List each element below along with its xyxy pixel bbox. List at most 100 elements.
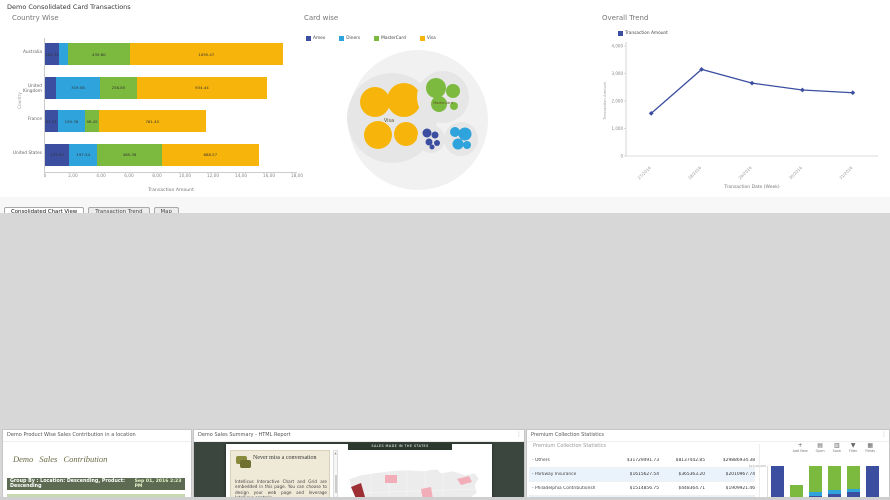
stacked-bar[interactable]	[828, 466, 841, 500]
legend-item-visa[interactable]: Visa	[419, 36, 436, 41]
data-point[interactable]	[800, 87, 805, 93]
bar-segment-amex: 173.92	[45, 143, 70, 166]
country-wise-plot: Australia 101.71 439.80 1095.47 United Kingd…	[13, 38, 303, 193]
state-california[interactable]	[351, 483, 371, 500]
tab-consolidated-chart-view[interactable]: Consolidated Chart View	[4, 207, 85, 217]
bubble-visa[interactable]	[387, 83, 421, 117]
callout-box: Never miss a conversation Intellicus Int…	[230, 450, 330, 500]
bubble-amex[interactable]	[429, 144, 435, 150]
premium-row[interactable]: - Parkway Insurance $1615627.54 $365363.20…	[529, 467, 755, 482]
svg-text:2,000: 2,000	[612, 99, 624, 104]
svg-text:31/2016: 31/2016	[838, 165, 854, 181]
window-bottom-edge	[0, 497, 890, 500]
bar-segment	[847, 492, 860, 500]
svg-text:MasterCard: MasterCard	[433, 101, 453, 105]
state-midwest[interactable]	[421, 487, 433, 500]
bubble-mastercard[interactable]	[426, 78, 446, 98]
kebab-menu-icon[interactable]: ⋮	[881, 431, 887, 438]
stacked-bar[interactable]: 319.58 258.85 934.44	[45, 76, 268, 99]
cell-amount: $31729491.73	[626, 457, 659, 463]
bubble-diners[interactable]	[450, 127, 460, 137]
bar-segment	[809, 466, 822, 493]
callout-title: Never miss a conversation	[253, 455, 317, 461]
country-row: Australia 101.71 439.80 1095.47	[23, 38, 297, 71]
bar-segment-amex	[45, 76, 56, 99]
us-choropleth-map[interactable]: $0$603,356	[341, 449, 489, 500]
cell-insurer: - Others	[532, 457, 550, 463]
bubble-visa[interactable]	[394, 122, 418, 146]
report-inner-title: Demo Sales Contribution	[13, 454, 108, 464]
state-new-york[interactable]	[457, 476, 472, 485]
toolbar-fields[interactable]: ▦ Fields	[865, 443, 875, 454]
bubble-diners[interactable]	[452, 138, 464, 150]
bar-segment	[828, 493, 841, 500]
toolbar-add-new[interactable]: + Add New	[793, 443, 808, 454]
legend-swatch	[306, 36, 311, 41]
bubble-mastercard[interactable]	[446, 84, 460, 98]
cell-amount: $1909921.46	[725, 485, 755, 491]
scrollbar-thumb[interactable]	[334, 475, 337, 493]
data-point[interactable]	[699, 66, 704, 72]
legend-item-mastercard[interactable]: MasterCard	[374, 36, 406, 41]
bubble-visa[interactable]	[360, 87, 390, 117]
premium-row[interactable]: - Others $31729491.73 $8137442.85 $29886934…	[529, 454, 755, 468]
bubble-amex[interactable]	[431, 131, 439, 139]
bar-segment	[828, 466, 841, 491]
cell-amount: $1514856.75	[629, 485, 659, 491]
us-landmass[interactable]	[348, 468, 480, 500]
bubble-amex[interactable]	[425, 138, 433, 146]
stacked-bar[interactable]: 91.31 195.76 98.45 761.45	[45, 110, 206, 132]
bubble-mastercard[interactable]	[431, 96, 447, 112]
x-tick: 2,00	[68, 174, 78, 179]
bubble-visa[interactable]	[364, 121, 392, 149]
bubble-diners[interactable]	[463, 141, 471, 149]
cell-amount: $29886934.38	[722, 457, 755, 463]
tab-map[interactable]: Map	[153, 207, 179, 217]
x-tick: 6,00	[124, 174, 134, 179]
state-north-dakota[interactable]	[385, 475, 397, 483]
country-wise-chart: Country Wise Australia 101.71 439.80 1095.4…	[8, 14, 303, 196]
bubble-amex[interactable]	[422, 128, 432, 138]
legend-swatch	[339, 36, 345, 41]
bubble-diners[interactable]	[458, 127, 472, 141]
chart-title-country: Country Wise	[12, 14, 59, 22]
kebab-menu-icon[interactable]: ⋮	[516, 431, 522, 438]
toolbar-filter[interactable]: ▼ Filter	[849, 443, 858, 454]
legend-item-amex[interactable]: Amex	[306, 36, 325, 41]
x-tick: 18,00	[290, 174, 304, 179]
x-axis-label: Transaction Amount	[148, 188, 194, 193]
toolbar-save[interactable]: ▥ Save	[833, 443, 841, 454]
stacked-bar[interactable]	[866, 466, 879, 500]
bubble-mastercard[interactable]	[450, 102, 458, 110]
stacked-bar[interactable]	[771, 466, 784, 500]
scroll-up-icon[interactable]: ▲	[334, 451, 337, 455]
card-wise-bubble-plot: Visa MasterCard	[347, 50, 488, 190]
legend-item-diners[interactable]: Diners	[339, 36, 360, 41]
toolbar-open[interactable]: ▤ Open	[816, 443, 825, 454]
panel-title: Demo Sales Summary - HTML Report	[198, 432, 291, 438]
stacked-bar[interactable]: 101.71 439.80 1095.47	[45, 43, 283, 65]
data-point[interactable]	[850, 90, 856, 96]
report-timestamp: Sep 01, 2016 2:23 PM	[134, 479, 182, 489]
tab-transaction-trend[interactable]: Transaction Trend	[88, 207, 150, 217]
data-point[interactable]	[648, 110, 654, 116]
bubble-amex[interactable]	[434, 140, 440, 146]
x-tick: 14,00	[234, 174, 248, 179]
stacked-bar[interactable]	[809, 466, 822, 500]
premium-row[interactable]: - Philadelphia Contributionsh $1514856.75…	[529, 481, 755, 496]
svg-text:29/2016: 29/2016	[737, 165, 753, 181]
legend-swatch	[419, 36, 425, 41]
legend-label: Amex	[313, 36, 326, 41]
bar-segment-amex: 101.71	[45, 43, 60, 65]
top-report-section: Demo Consolidated Card Transactions Coun…	[0, 0, 890, 198]
country-label: United States	[12, 150, 42, 156]
stacked-bar[interactable]: 173.92 197.54 465.38 688.57	[45, 143, 259, 166]
bar-segment-amex: 91.31	[45, 110, 58, 132]
svg-text:28/2016: 28/2016	[687, 165, 703, 181]
bar-segment	[790, 485, 803, 498]
toolbar-label: Filter	[849, 449, 858, 453]
vertical-scrollbar[interactable]: ▲ ▼	[333, 450, 338, 500]
data-point[interactable]	[749, 80, 755, 86]
bar-segment-diners: 319.58	[55, 76, 101, 99]
stacked-bar[interactable]	[847, 466, 860, 500]
